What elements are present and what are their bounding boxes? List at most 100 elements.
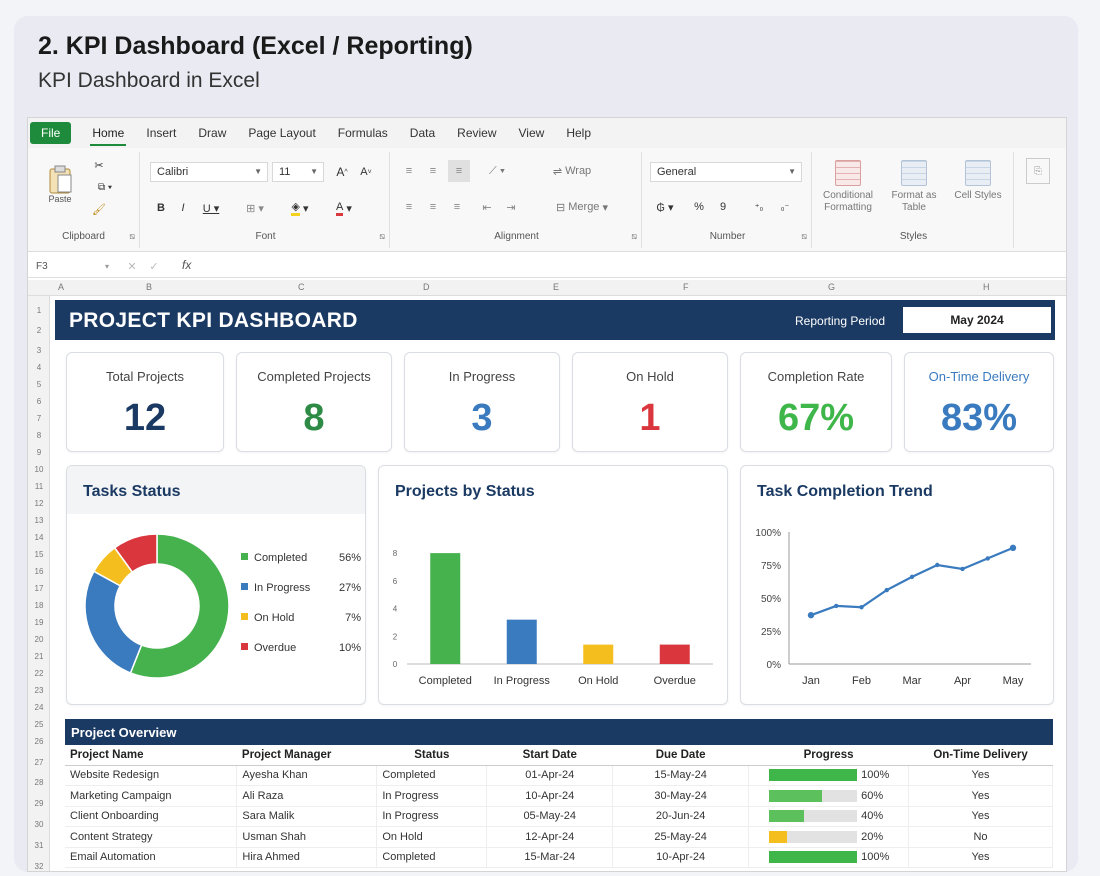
panel-title: Task Completion Trend xyxy=(757,483,933,500)
due-date-cell: 30-May-24 xyxy=(612,785,750,807)
number-group: General ▼ ₲ ▾ % 9 ⁺₀ ₀⁻ Number ⧅ xyxy=(644,152,812,248)
bold-icon[interactable]: B xyxy=(157,202,165,214)
tab-file[interactable]: File xyxy=(30,122,72,144)
tab-formulas[interactable]: Formulas xyxy=(337,126,388,140)
underline-icon[interactable]: U ▾ xyxy=(202,202,220,215)
tab-insert[interactable]: Insert xyxy=(146,126,177,140)
project-overview-table: Project Name Project Manager Status Star… xyxy=(65,745,1053,868)
alignment-launcher-icon[interactable]: ⧅ xyxy=(631,231,637,241)
start-date-cell: 01-Apr-24 xyxy=(486,765,614,786)
bar-overdue xyxy=(659,644,690,664)
trend-point xyxy=(807,611,815,619)
start-date-cell: 05-May-24 xyxy=(486,806,614,827)
name-box[interactable]: F3 xyxy=(36,261,48,272)
tab-help[interactable]: Help xyxy=(566,126,591,140)
merge-center-button[interactable]: ⊟ Merge ▾ xyxy=(555,201,609,214)
cell-styles-button[interactable]: Cell Styles xyxy=(948,160,1008,202)
status-cell: In Progress xyxy=(376,806,488,827)
increase-indent-icon[interactable]: ⇥ xyxy=(506,201,516,214)
align-bottom-icon[interactable]: ≡ xyxy=(448,160,470,182)
align-left-icon[interactable]: ≡ xyxy=(405,201,413,213)
conditional-formatting-button[interactable]: Conditional Formatting xyxy=(818,160,878,214)
comma-icon[interactable]: 9 xyxy=(719,201,727,213)
align-top-icon[interactable]: ≡ xyxy=(405,165,413,177)
line-chart: 100% 75% 50% 25% 0% Jan Feb Mar Apr May xyxy=(755,528,1031,687)
tab-view[interactable]: View xyxy=(518,126,545,140)
reporting-period-select[interactable]: May 2024 xyxy=(903,307,1051,333)
kpi-on-time-delivery: On-Time Delivery 83% xyxy=(904,352,1054,452)
currency-icon[interactable]: ₲ ▾ xyxy=(656,201,674,214)
fx-icon[interactable]: fx xyxy=(182,258,192,272)
decrease-decimal-icon[interactable]: ₀⁻ xyxy=(780,201,790,212)
font-launcher-icon[interactable]: ⧅ xyxy=(379,231,385,241)
trend-line xyxy=(810,546,1014,617)
copy-icon[interactable]: ⧉ ▾ xyxy=(97,181,113,193)
tab-data[interactable]: Data xyxy=(409,126,436,140)
y-tick-label: 8 xyxy=(393,549,398,558)
cells-icon[interactable]: ⎘ xyxy=(1026,158,1050,184)
project-name-cell: Client Onboarding xyxy=(65,806,238,827)
wrap-text-button[interactable]: ⇌ Wrap xyxy=(552,165,592,178)
ribbon: Paste ✂ ⧉ ▾ 🖌 Clipboard ⧅ Calibri ▼ 11 ▼ A… xyxy=(28,148,1066,252)
legend-value: 7% xyxy=(345,612,361,624)
grow-font-icon[interactable]: A ^ xyxy=(336,165,348,179)
table-row[interactable]: Website Redesign Ayesha Khan Completed 01-A… xyxy=(65,765,1053,786)
tab-home[interactable]: Home xyxy=(81,118,135,148)
legend-value: 56% xyxy=(338,552,361,564)
table-row[interactable]: Client Onboarding Sara Malik In Progress 05… xyxy=(65,806,1053,827)
increase-decimal-icon[interactable]: ⁺₀ xyxy=(754,201,764,212)
status-cell: In Progress xyxy=(376,785,488,807)
align-right-icon[interactable]: ≡ xyxy=(453,201,461,213)
y-tick-label: 2 xyxy=(393,632,398,641)
fill-color-icon[interactable]: ◈ ▾ xyxy=(291,200,309,216)
table-row[interactable]: Email Automation Hira Ahmed Completed 15-Ma… xyxy=(65,847,1053,868)
x-tick-label: Feb xyxy=(852,675,871,687)
cut-icon[interactable]: ✂ xyxy=(94,159,104,172)
table-header-row: Project Name Project Manager Status Star… xyxy=(65,745,1053,766)
table-row[interactable]: Marketing Campaign Ali Raza In Progress 10-… xyxy=(65,785,1053,807)
trend-point xyxy=(859,605,864,610)
font-size-dropdown[interactable]: 11 ▼ xyxy=(272,162,324,182)
x-tick-label: May xyxy=(1003,675,1024,687)
styles-group: Conditional Formatting Format as Table C… xyxy=(814,152,1014,248)
bar-completed xyxy=(430,553,461,664)
italic-icon[interactable]: I xyxy=(181,202,185,214)
percent-icon[interactable]: % xyxy=(694,201,704,213)
shrink-font-icon[interactable]: A ˅ xyxy=(360,166,372,178)
progress-bar xyxy=(769,851,858,864)
paste-button[interactable]: Paste xyxy=(40,158,80,210)
number-format-dropdown[interactable]: General ▼ xyxy=(650,162,802,182)
enter-icon[interactable]: ✓ xyxy=(149,260,159,273)
cancel-icon[interactable]: ✕ xyxy=(127,260,137,273)
font-color-icon[interactable]: A ▾ xyxy=(336,200,352,216)
due-date-cell: 25-May-24 xyxy=(612,826,750,848)
font-name-dropdown[interactable]: Calibri ▼ xyxy=(150,162,268,182)
tab-review[interactable]: Review xyxy=(457,126,497,140)
due-date-cell: 15-May-24 xyxy=(612,765,750,786)
align-middle-icon[interactable]: ≡ xyxy=(429,165,437,177)
align-center-icon[interactable]: ≡ xyxy=(429,201,437,213)
legend-swatch xyxy=(241,613,248,620)
tab-page-layout[interactable]: Page Layout xyxy=(248,126,316,140)
on-time-cell: Yes xyxy=(908,806,1053,827)
progress-cell: 100% xyxy=(748,765,910,786)
trend-point xyxy=(985,556,990,561)
kpi-completed-projects: Completed Projects 8 xyxy=(236,352,392,452)
kpi-on-hold: On Hold 1 xyxy=(572,352,728,452)
kpi-in-progress: In Progress 3 xyxy=(404,352,560,452)
decrease-indent-icon[interactable]: ⇤ xyxy=(482,201,492,214)
conditional-formatting-icon xyxy=(835,160,861,186)
legend-label: Completed xyxy=(254,552,308,564)
y-tick-label: 100% xyxy=(755,528,781,539)
tab-draw[interactable]: Draw xyxy=(198,126,227,140)
name-box-dropdown-icon[interactable]: ▾ xyxy=(104,261,109,271)
legend-item: Completed 56% xyxy=(241,552,361,564)
orientation-icon[interactable]: ⟋ ▾ xyxy=(488,164,506,177)
number-launcher-icon[interactable]: ⧅ xyxy=(801,231,807,241)
format-painter-icon[interactable]: 🖌 xyxy=(92,203,106,216)
borders-icon[interactable]: ⊞ ▾ xyxy=(246,202,264,215)
format-as-table-button[interactable]: Format as Table xyxy=(884,160,944,214)
table-row[interactable]: Content Strategy Usman Shah On Hold 12-Apr-… xyxy=(65,826,1053,848)
legend-item: In Progress 27% xyxy=(241,582,361,594)
clipboard-launcher-icon[interactable]: ⧅ xyxy=(129,231,135,241)
